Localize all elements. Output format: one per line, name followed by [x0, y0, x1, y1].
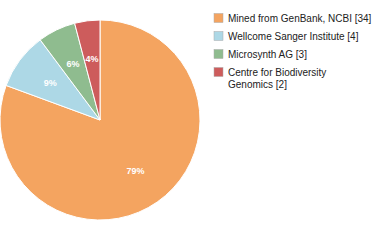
- data-label: 4%: [86, 54, 99, 64]
- data-label: 79%: [126, 166, 144, 176]
- legend-label: Centre for BiodiversityGenomics [2]: [228, 67, 326, 90]
- legend-swatch: [214, 68, 223, 77]
- pie-slice: [0, 20, 200, 220]
- legend-label: Microsynth AG [3]: [228, 49, 307, 60]
- legend-item: Wellcome Sanger Institute [4]: [214, 31, 359, 42]
- pie-slice: [75, 20, 100, 120]
- legend-item: Microsynth AG [3]: [214, 49, 307, 60]
- legend-swatch: [214, 50, 223, 59]
- data-label: 6%: [67, 59, 80, 69]
- legend-item: Centre for BiodiversityGenomics [2]: [214, 67, 326, 90]
- legend-label: Wellcome Sanger Institute [4]: [228, 31, 359, 42]
- legend: Mined from GenBank, NCBI [34] Wellcome Sa…: [214, 13, 372, 90]
- data-labels: 79% 9% 6% 4%: [44, 54, 145, 176]
- legend-item: Mined from GenBank, NCBI [34]: [214, 13, 372, 24]
- legend-swatch: [214, 14, 223, 23]
- data-label: 9%: [44, 78, 57, 88]
- chart: 79% 9% 6% 4% Mined from GenBank, NCBI [34] We…: [0, 0, 380, 240]
- legend-label: Mined from GenBank, NCBI [34]: [228, 13, 372, 24]
- pie-slices: [0, 20, 200, 220]
- legend-swatch: [214, 32, 223, 41]
